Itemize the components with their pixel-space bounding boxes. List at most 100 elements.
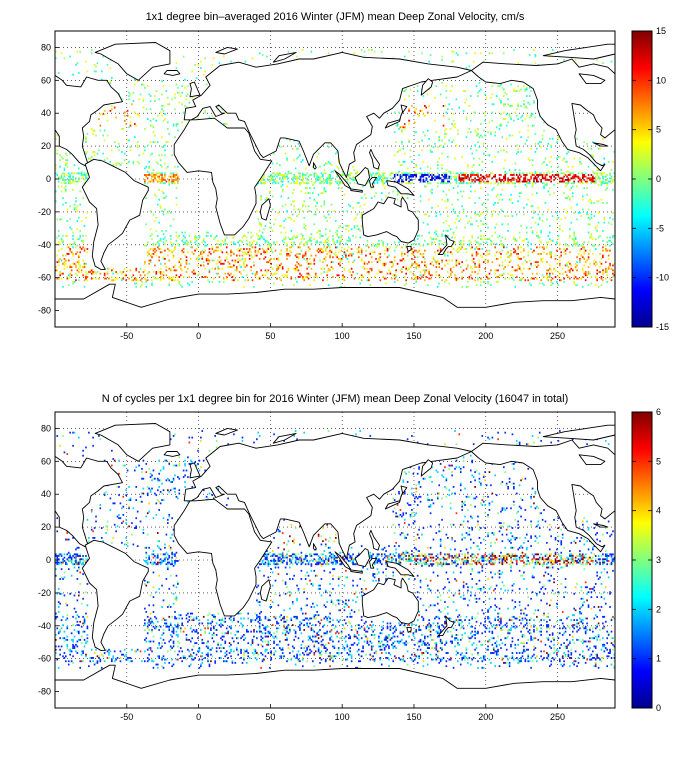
data-bin xyxy=(198,459,201,462)
data-bin xyxy=(563,192,565,194)
data-bin xyxy=(156,234,159,237)
data-bin xyxy=(159,205,162,208)
data-bin xyxy=(551,137,554,140)
data-bin xyxy=(179,284,182,287)
data-bin xyxy=(151,179,153,181)
data-bin xyxy=(342,277,344,280)
data-bin xyxy=(527,129,530,132)
data-bin xyxy=(497,280,499,283)
data-bin xyxy=(571,172,574,175)
data-bin xyxy=(363,193,366,196)
data-bin xyxy=(184,266,186,268)
data-bin xyxy=(62,285,64,288)
data-bin xyxy=(332,170,334,173)
data-bin xyxy=(82,174,84,176)
data-bin xyxy=(589,218,591,221)
coastline xyxy=(54,74,123,167)
data-bin xyxy=(531,172,534,175)
data-bin xyxy=(316,202,318,204)
data-bin xyxy=(329,174,331,176)
data-bin xyxy=(347,239,350,242)
data-bin xyxy=(231,251,234,254)
data-bin xyxy=(156,277,159,280)
data-bin xyxy=(263,238,265,241)
data-bin xyxy=(231,276,234,278)
data-bin xyxy=(581,256,584,259)
data-bin xyxy=(149,174,152,176)
data-bin xyxy=(481,169,484,171)
data-bin xyxy=(172,182,175,185)
data-bin xyxy=(238,271,241,273)
data-bin xyxy=(421,149,423,152)
data-bin xyxy=(492,103,495,106)
coastline xyxy=(272,51,297,63)
data-bin xyxy=(569,197,571,199)
data-bin xyxy=(268,180,271,183)
data-bin xyxy=(316,155,318,158)
data-bin xyxy=(584,172,587,175)
data-bin xyxy=(500,193,502,196)
data-bin xyxy=(118,162,120,165)
data-bin xyxy=(353,259,356,262)
data-bin xyxy=(177,165,179,168)
data-bin xyxy=(340,187,343,190)
data-bin xyxy=(517,85,519,88)
data-bin xyxy=(297,155,300,158)
data-bin xyxy=(503,177,505,180)
data-bin xyxy=(293,188,295,191)
data-bin xyxy=(182,251,185,254)
data-bin xyxy=(168,479,171,482)
data-bin xyxy=(300,182,303,185)
data-bin xyxy=(227,261,229,264)
data-bin xyxy=(602,202,604,204)
data-bin xyxy=(428,88,430,91)
data-bin xyxy=(418,172,420,175)
data-bin xyxy=(355,236,357,239)
data-bin xyxy=(243,261,245,264)
data-bin xyxy=(243,269,245,272)
data-bin xyxy=(168,180,171,183)
data-bin xyxy=(477,213,479,216)
data-bin xyxy=(597,211,600,214)
data-bin xyxy=(604,175,607,178)
data-bin xyxy=(590,177,593,180)
data-bin xyxy=(155,271,158,273)
data-bin xyxy=(228,274,231,277)
data-bin xyxy=(329,254,331,257)
data-bin xyxy=(416,251,419,254)
data-bin xyxy=(564,243,567,245)
data-bin xyxy=(511,277,514,280)
data-bin xyxy=(480,234,482,237)
data-bin xyxy=(612,276,614,278)
data-bin xyxy=(474,264,476,267)
data-bin xyxy=(92,277,94,280)
data-bin xyxy=(424,174,426,176)
data-bin xyxy=(569,198,571,201)
data-bin xyxy=(401,126,403,129)
data-bin xyxy=(482,60,485,63)
data-bin xyxy=(218,256,221,259)
data-bin xyxy=(436,205,439,208)
data-bin xyxy=(612,269,614,272)
data-bin xyxy=(93,63,96,66)
data-bin xyxy=(579,160,581,163)
data-bin xyxy=(409,182,412,185)
data-bin xyxy=(465,495,468,498)
data-bin xyxy=(419,271,422,273)
data-bin xyxy=(324,248,327,250)
data-bin xyxy=(286,271,288,273)
data-bin xyxy=(531,164,534,167)
data-bin xyxy=(253,239,255,242)
data-bin xyxy=(587,272,590,275)
data-bin xyxy=(60,182,63,185)
data-bin xyxy=(99,438,102,441)
data-bin xyxy=(284,231,287,234)
data-bin xyxy=(339,236,341,239)
data-bin xyxy=(66,246,69,249)
data-bin xyxy=(510,180,512,183)
data-bin xyxy=(548,231,551,234)
data-bin xyxy=(518,174,521,176)
data-bin xyxy=(396,172,399,175)
data-bin xyxy=(415,108,418,111)
data-bin xyxy=(337,187,340,190)
